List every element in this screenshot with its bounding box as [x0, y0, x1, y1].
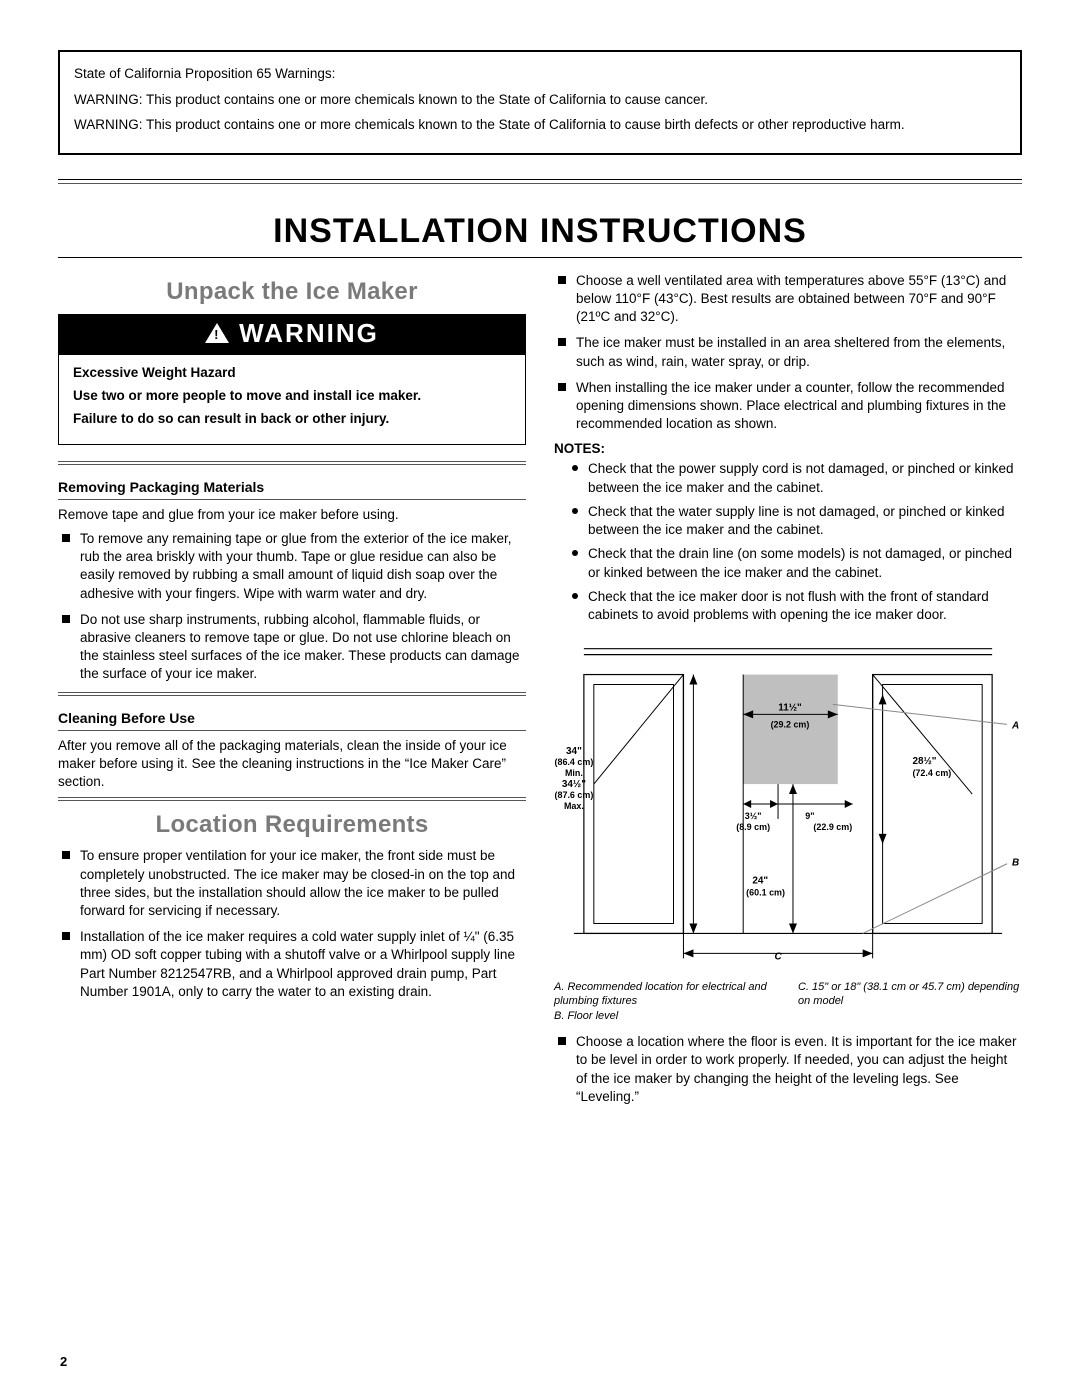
- prop65-heading: State of California Proposition 65 Warni…: [74, 64, 1006, 84]
- svg-text:(22.9 cm): (22.9 cm): [813, 822, 852, 832]
- rule: [58, 692, 526, 696]
- svg-text:11½": 11½": [778, 703, 802, 714]
- svg-text:(8.9 cm): (8.9 cm): [736, 822, 770, 832]
- page: State of California Proposition 65 Warni…: [0, 0, 1080, 1144]
- svg-text:(29.2 cm): (29.2 cm): [771, 720, 810, 730]
- svg-text:34": 34": [566, 746, 582, 757]
- svg-text:3½": 3½": [745, 811, 762, 821]
- svg-text:34½": 34½": [562, 779, 586, 790]
- list-item: Choose a location where the floor is eve…: [554, 1033, 1022, 1106]
- list-item: Do not use sharp instruments, rubbing al…: [58, 611, 526, 684]
- svg-text:28½": 28½": [912, 756, 936, 767]
- hazard-line-3: Failure to do so can result in back or o…: [73, 411, 511, 426]
- hazard-line-2: Use two or more people to move and insta…: [73, 388, 511, 403]
- list-item: When installing the ice maker under a co…: [554, 379, 1022, 434]
- cleaning-heading: Cleaning Before Use: [58, 710, 526, 726]
- notes-list: Check that the power supply cord is not …: [568, 460, 1022, 624]
- svg-text:C: C: [774, 952, 782, 963]
- right-column: Choose a well ventilated area with tempe…: [554, 268, 1022, 1114]
- svg-text:(87.6 cm): (87.6 cm): [555, 790, 594, 800]
- svg-text:Min.: Min.: [565, 768, 583, 778]
- removing-list: To remove any remaining tape or glue fro…: [58, 530, 526, 684]
- prop65-warning-1: WARNING: This product contains one or mo…: [74, 90, 1006, 110]
- list-item: The ice maker must be installed in an ar…: [554, 334, 1022, 370]
- location-title: Location Requirements: [58, 811, 526, 839]
- legend-b: B. Floor level: [554, 1009, 778, 1023]
- list-item: Check that the power supply cord is not …: [568, 460, 1022, 496]
- legend-right: C. 15" or 18" (38.1 cm or 45.7 cm) depen…: [798, 980, 1022, 1023]
- legend-a: A. Recommended location for electrical a…: [554, 980, 778, 1009]
- right-top-list: Choose a well ventilated area with tempe…: [554, 272, 1022, 434]
- svg-text:24": 24": [752, 876, 768, 887]
- unpack-title: Unpack the Ice Maker: [58, 278, 526, 306]
- rule: [58, 730, 526, 731]
- svg-text:(60.1 cm): (60.1 cm): [746, 888, 785, 898]
- notes-label: NOTES:: [554, 441, 1022, 456]
- svg-text:Max.: Max.: [564, 801, 584, 811]
- legend-left: A. Recommended location for electrical a…: [554, 980, 778, 1023]
- legend-c: C. 15" or 18" (38.1 cm or 45.7 cm) depen…: [798, 980, 1022, 1009]
- location-list: To ensure proper ventilation for your ic…: [58, 847, 526, 1001]
- removing-intro: Remove tape and glue from your ice maker…: [58, 506, 526, 524]
- diagram-legend: A. Recommended location for electrical a…: [554, 980, 1022, 1023]
- list-item: Check that the ice maker door is not flu…: [568, 588, 1022, 624]
- list-item: Check that the water supply line is not …: [568, 503, 1022, 539]
- removing-heading: Removing Packaging Materials: [58, 479, 526, 495]
- svg-text:B: B: [1012, 858, 1019, 869]
- warning-banner: WARNING: [58, 314, 526, 355]
- page-number: 2: [60, 1354, 67, 1369]
- bottom-list: Choose a location where the floor is eve…: [554, 1033, 1022, 1106]
- title-bottom-rule: [58, 257, 1022, 258]
- main-title: INSTALLATION INSTRUCTIONS: [58, 212, 1022, 251]
- dimension-diagram: 34" (86.4 cm) Min. 34½" (87.6 cm) Max. 1…: [554, 634, 1022, 974]
- rule: [58, 499, 526, 500]
- prop65-box: State of California Proposition 65 Warni…: [58, 50, 1022, 155]
- svg-text:9": 9": [805, 811, 814, 821]
- left-column: Unpack the Ice Maker WARNING Excessive W…: [58, 268, 526, 1114]
- warning-word: WARNING: [239, 318, 379, 349]
- list-item: Check that the drain line (on some model…: [568, 545, 1022, 581]
- alert-triangle-icon: [205, 323, 229, 343]
- list-item: Choose a well ventilated area with tempe…: [554, 272, 1022, 327]
- svg-text:(72.4 cm): (72.4 cm): [912, 768, 951, 778]
- title-top-rule: [58, 179, 1022, 184]
- hazard-box: Excessive Weight Hazard Use two or more …: [58, 355, 526, 445]
- rule: [58, 461, 526, 465]
- rule: [58, 797, 526, 801]
- svg-text:(86.4 cm): (86.4 cm): [555, 757, 594, 767]
- svg-text:A: A: [1011, 721, 1019, 732]
- list-item: To remove any remaining tape or glue fro…: [58, 530, 526, 603]
- list-item: Installation of the ice maker requires a…: [58, 928, 526, 1001]
- cleaning-text: After you remove all of the packaging ma…: [58, 737, 526, 792]
- prop65-warning-2: WARNING: This product contains one or mo…: [74, 115, 1006, 135]
- hazard-line-1: Excessive Weight Hazard: [73, 365, 511, 380]
- list-item: To ensure proper ventilation for your ic…: [58, 847, 526, 920]
- columns: Unpack the Ice Maker WARNING Excessive W…: [58, 268, 1022, 1114]
